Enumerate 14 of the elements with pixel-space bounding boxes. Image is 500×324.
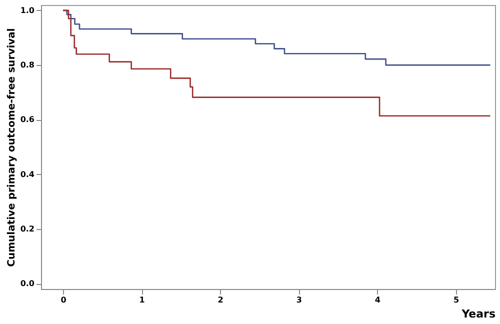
- y-tick-label: 0.0: [20, 279, 35, 288]
- x-tick-label: 1: [139, 296, 146, 304]
- y-tick-label: 0.2: [20, 224, 34, 234]
- x-tick-label: 2: [218, 296, 224, 304]
- y-tick-label: 0.8: [20, 60, 35, 70]
- x-tick-label: 3: [296, 296, 302, 304]
- x-axis-title: Years: [460, 308, 496, 320]
- y-tick-label: 0.6: [20, 115, 35, 124]
- y-tick-label: 1.0: [20, 6, 35, 15]
- y-axis-title: Cumulative primary outcome-free survival: [6, 28, 18, 267]
- x-tick-label: 4: [374, 296, 381, 304]
- x-tick-label: 5: [453, 296, 460, 304]
- x-tick-label: 0: [60, 296, 67, 304]
- y-tick-label: 0.4: [20, 170, 35, 179]
